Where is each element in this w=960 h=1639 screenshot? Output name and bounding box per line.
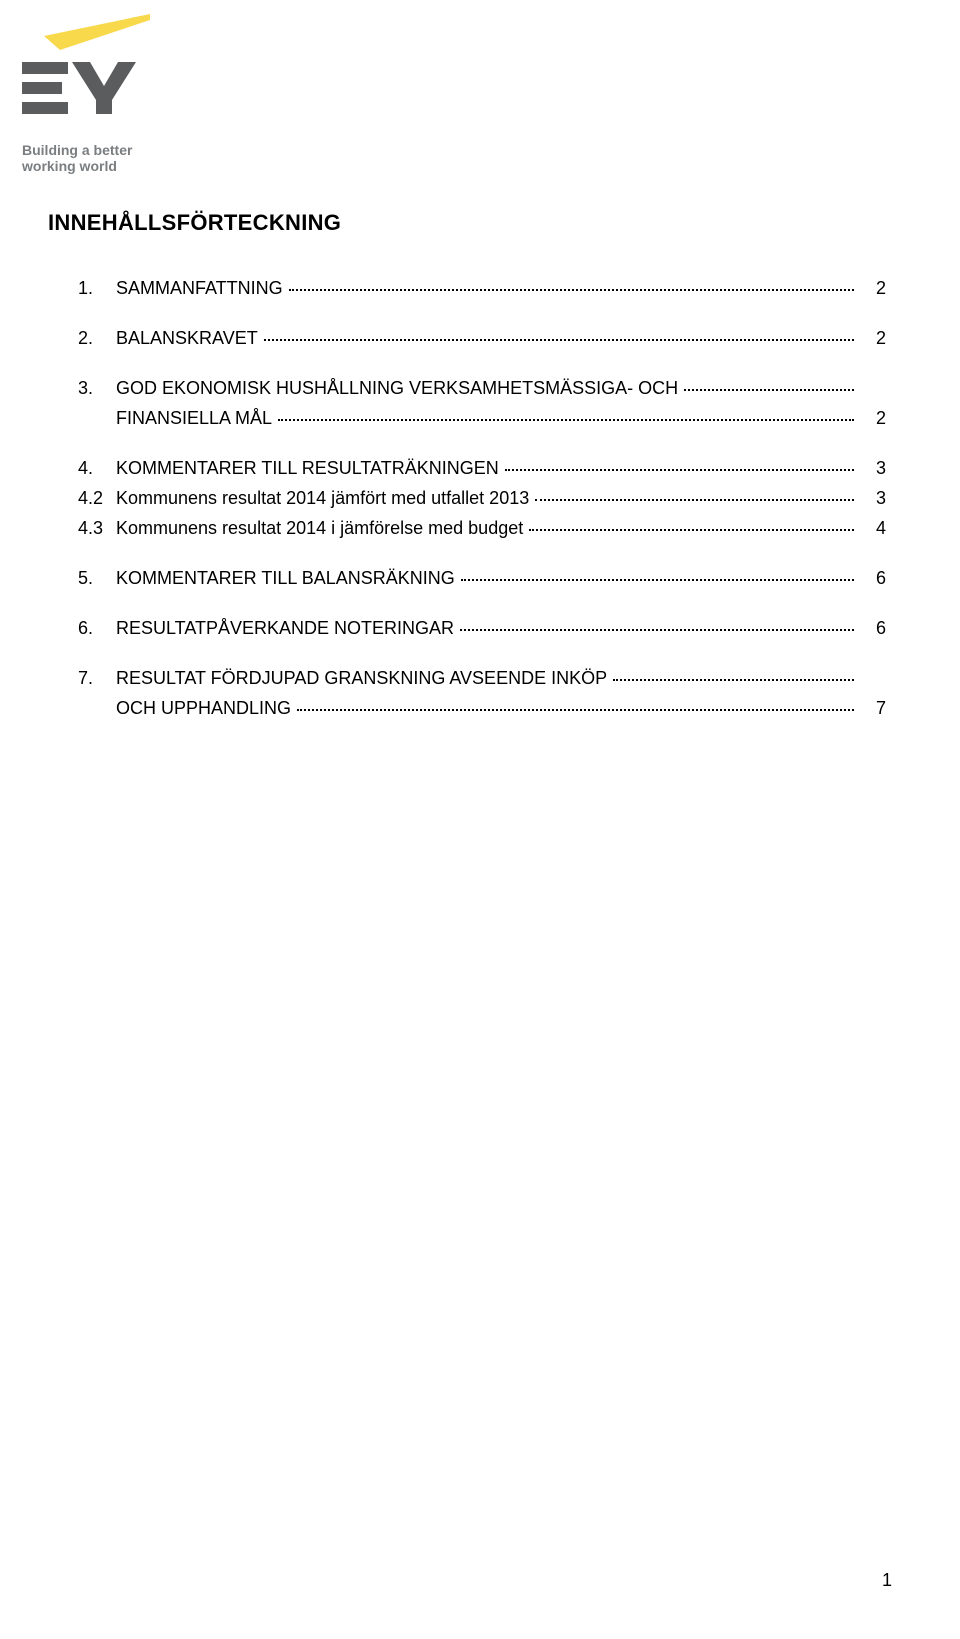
toc-number: 3. — [78, 378, 93, 399]
toc-page: 6 — [876, 618, 886, 639]
toc-entry: 5. KOMMENTARER TILL BALANSRÄKNING 6 — [78, 568, 886, 596]
toc-label: KOMMENTARER TILL BALANSRÄKNING — [116, 568, 455, 589]
toc-leader — [264, 323, 854, 341]
toc-label: GOD EKONOMISK HUSHÅLLNING VERKSAMHETSMÄS… — [116, 378, 678, 399]
brand-tagline: Building a better working world — [22, 142, 132, 174]
toc-page: 2 — [876, 408, 886, 429]
toc-label: BALANSKRAVET — [116, 328, 258, 349]
toc-label-row: RESULTAT FÖRDJUPAD GRANSKNING AVSEENDE I… — [116, 668, 860, 690]
toc-leader — [613, 663, 854, 681]
toc-number: 4.3 — [78, 518, 103, 539]
toc-label-row: SAMMANFATTNING — [116, 278, 860, 300]
toc-label-row: GOD EKONOMISK HUSHÅLLNING VERKSAMHETSMÄS… — [116, 378, 860, 400]
toc-label: FINANSIELLA MÅL — [116, 408, 272, 429]
toc-leader — [289, 273, 854, 291]
toc-entry: 2. BALANSKRAVET 2 — [78, 328, 886, 356]
toc-entry: 3. GOD EKONOMISK HUSHÅLLNING VERKSAMHETS… — [78, 378, 886, 406]
toc-label: RESULTAT FÖRDJUPAD GRANSKNING AVSEENDE I… — [116, 668, 607, 689]
toc-number: 1. — [78, 278, 93, 299]
toc-page: 7 — [876, 698, 886, 719]
toc-entry: 7. RESULTAT FÖRDJUPAD GRANSKNING AVSEEND… — [78, 668, 886, 696]
toc-page: 3 — [876, 488, 886, 509]
toc-leader — [529, 513, 854, 531]
toc-number: 5. — [78, 568, 93, 589]
toc-leader — [461, 563, 854, 581]
toc-label-row: OCH UPPHANDLING — [116, 698, 860, 720]
toc-label: Kommunens resultat 2014 i jämförelse med… — [116, 518, 523, 539]
toc-entry: 1. SAMMANFATTNING 2 — [78, 278, 886, 306]
toc-leader — [505, 453, 854, 471]
toc-label: RESULTATPÅVERKANDE NOTERINGAR — [116, 618, 454, 639]
toc-entry: 4.2 Kommunens resultat 2014 jämfört med … — [78, 488, 886, 516]
toc-label-row: Kommunens resultat 2014 i jämförelse med… — [116, 518, 860, 540]
toc-page: 2 — [876, 278, 886, 299]
toc-page: 6 — [876, 568, 886, 589]
toc-leader — [460, 613, 854, 631]
brand-logo: Building a better working world — [10, 14, 190, 174]
toc-leader — [278, 403, 854, 421]
ey-logo-svg — [10, 14, 150, 134]
page-number: 1 — [882, 1570, 892, 1591]
toc-entry: 4. KOMMENTARER TILL RESULTATRÄKNINGEN 3 — [78, 458, 886, 486]
toc-label-row: KOMMENTARER TILL RESULTATRÄKNINGEN — [116, 458, 860, 480]
tagline-line-2: working world — [22, 158, 117, 174]
toc-leader — [535, 483, 854, 501]
toc-page: 4 — [876, 518, 886, 539]
toc-label-row: RESULTATPÅVERKANDE NOTERINGAR — [116, 618, 860, 640]
toc-entry: 4.3 Kommunens resultat 2014 i jämförelse… — [78, 518, 886, 546]
toc-entry: FINANSIELLA MÅL 2 — [78, 408, 886, 436]
tagline-line-1: Building a better — [22, 142, 132, 158]
toc-label: OCH UPPHANDLING — [116, 698, 291, 719]
toc-label: SAMMANFATTNING — [116, 278, 283, 299]
toc-entry: 6. RESULTATPÅVERKANDE NOTERINGAR 6 — [78, 618, 886, 646]
toc-label: Kommunens resultat 2014 jämfört med utfa… — [116, 488, 529, 509]
toc-label: KOMMENTARER TILL RESULTATRÄKNINGEN — [116, 458, 499, 479]
toc-leader — [297, 693, 854, 711]
toc-leader — [684, 373, 854, 391]
toc-label-row: FINANSIELLA MÅL — [116, 408, 860, 430]
toc-label-row: KOMMENTARER TILL BALANSRÄKNING — [116, 568, 860, 590]
toc-number: 4.2 — [78, 488, 103, 509]
toc-page: 2 — [876, 328, 886, 349]
toc-heading: INNEHÅLLSFÖRTECKNING — [48, 210, 341, 236]
toc-number: 6. — [78, 618, 93, 639]
toc-number: 7. — [78, 668, 93, 689]
toc-list: 1. SAMMANFATTNING 2 2. BALANSKRAVET 2 3.… — [78, 278, 886, 734]
toc-label-row: Kommunens resultat 2014 jämfört med utfa… — [116, 488, 860, 510]
toc-label-row: BALANSKRAVET — [116, 328, 860, 350]
toc-entry: OCH UPPHANDLING 7 — [78, 698, 886, 726]
toc-number: 4. — [78, 458, 93, 479]
toc-number: 2. — [78, 328, 93, 349]
toc-page: 3 — [876, 458, 886, 479]
document-page: Building a better working world INNEHÅLL… — [0, 0, 960, 1639]
